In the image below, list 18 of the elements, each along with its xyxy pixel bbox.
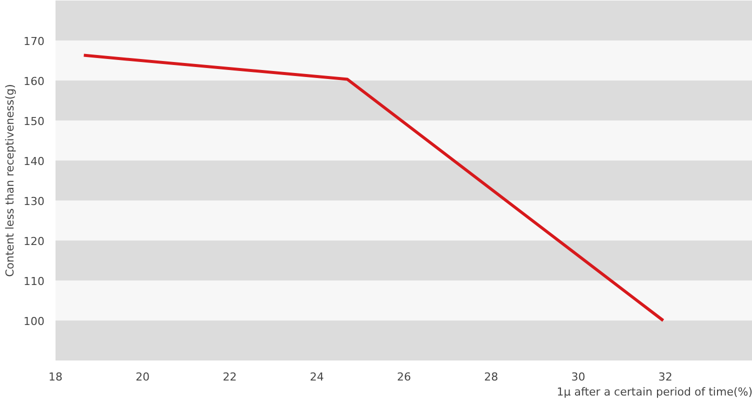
x-tick-label: 30 bbox=[571, 370, 586, 384]
y-axis-title: Content less than receptiveness(g) bbox=[4, 84, 17, 277]
x-tick-label: 28 bbox=[484, 370, 498, 384]
y-tick-label: 140 bbox=[24, 155, 45, 168]
y-tick-label: 100 bbox=[24, 315, 45, 328]
x-tick-label: 24 bbox=[310, 370, 324, 384]
y-tick-label: 170 bbox=[24, 35, 45, 48]
y-tick-label: 150 bbox=[24, 115, 45, 128]
x-tick-label: 32 bbox=[658, 370, 672, 384]
x-tick-label: 26 bbox=[397, 370, 411, 384]
y-tick-label: 120 bbox=[24, 235, 45, 248]
y-tick-label: 160 bbox=[24, 75, 45, 88]
x-tick-label: 22 bbox=[222, 370, 237, 384]
y-tick-label: 130 bbox=[24, 195, 45, 208]
x-axis-title: 1μ after a certain period of time(%) bbox=[556, 386, 752, 398]
x-tick-label: 18 bbox=[48, 370, 62, 384]
x-tick-label: 20 bbox=[136, 370, 150, 384]
y-tick-label: 110 bbox=[24, 275, 45, 288]
